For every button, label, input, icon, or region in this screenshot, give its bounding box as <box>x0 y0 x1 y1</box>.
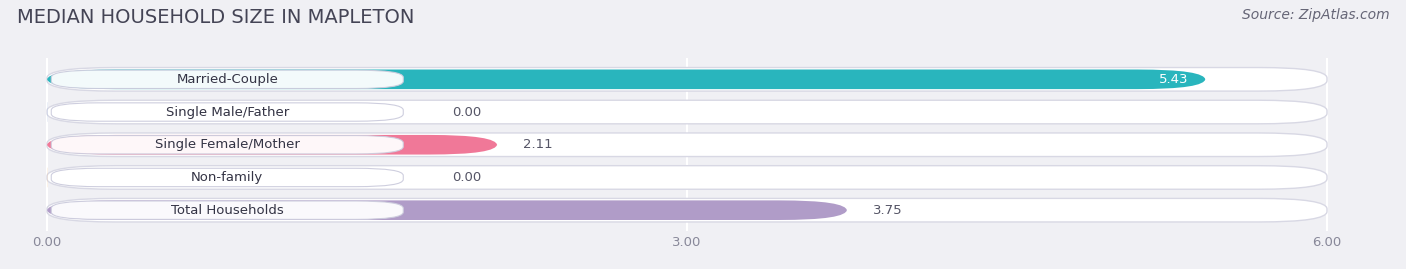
FancyBboxPatch shape <box>51 103 404 121</box>
Text: 0.00: 0.00 <box>453 105 482 119</box>
FancyBboxPatch shape <box>46 166 1327 189</box>
FancyBboxPatch shape <box>46 100 1327 124</box>
Text: 2.11: 2.11 <box>523 138 553 151</box>
FancyBboxPatch shape <box>46 69 1205 89</box>
Text: Non-family: Non-family <box>191 171 263 184</box>
FancyBboxPatch shape <box>46 133 1327 157</box>
FancyBboxPatch shape <box>51 70 404 89</box>
Text: Total Households: Total Households <box>172 204 284 217</box>
Text: Single Male/Father: Single Male/Father <box>166 105 288 119</box>
Text: 0.00: 0.00 <box>453 171 482 184</box>
FancyBboxPatch shape <box>46 200 846 220</box>
FancyBboxPatch shape <box>46 199 1327 222</box>
FancyBboxPatch shape <box>51 168 404 187</box>
Text: 3.75: 3.75 <box>873 204 903 217</box>
FancyBboxPatch shape <box>51 136 404 154</box>
Text: 5.43: 5.43 <box>1159 73 1188 86</box>
Text: MEDIAN HOUSEHOLD SIZE IN MAPLETON: MEDIAN HOUSEHOLD SIZE IN MAPLETON <box>17 8 415 27</box>
Text: Married-Couple: Married-Couple <box>176 73 278 86</box>
FancyBboxPatch shape <box>46 135 498 155</box>
Text: Source: ZipAtlas.com: Source: ZipAtlas.com <box>1241 8 1389 22</box>
FancyBboxPatch shape <box>46 68 1327 91</box>
Text: Single Female/Mother: Single Female/Mother <box>155 138 299 151</box>
FancyBboxPatch shape <box>51 201 404 220</box>
